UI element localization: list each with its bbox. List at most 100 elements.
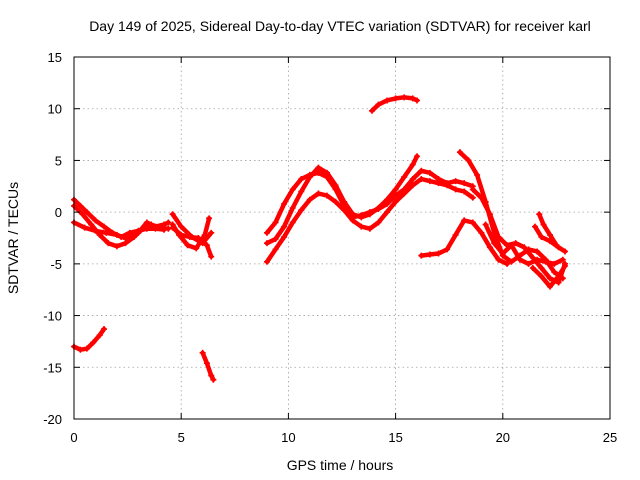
data-point <box>113 231 120 238</box>
data-point <box>332 182 339 189</box>
data-point <box>426 251 433 258</box>
data-point <box>101 326 108 333</box>
data-point <box>165 219 172 226</box>
data-point <box>452 178 459 185</box>
data-point <box>478 229 485 236</box>
data-point <box>366 211 373 218</box>
series-layer <box>71 94 568 383</box>
data-point <box>435 180 442 187</box>
data-point <box>418 176 425 183</box>
data-point <box>298 176 305 183</box>
data-point <box>199 240 206 247</box>
data-point <box>83 209 90 216</box>
data-point <box>208 253 215 260</box>
data-point <box>461 217 468 224</box>
data-point <box>165 225 172 232</box>
data-point <box>435 250 442 257</box>
data-point <box>561 262 568 269</box>
data-point <box>375 219 382 226</box>
data-point <box>452 231 459 238</box>
y-tick-label: 10 <box>48 102 62 117</box>
data-point <box>306 173 313 180</box>
data-point <box>418 252 425 259</box>
series-arc-16 <box>483 222 566 267</box>
data-point <box>203 242 210 249</box>
data-point <box>508 242 515 249</box>
data-point <box>289 219 296 226</box>
data-point <box>206 215 213 222</box>
data-point <box>90 339 97 346</box>
data-point <box>358 214 365 221</box>
data-point <box>461 180 468 187</box>
data-point <box>561 248 568 255</box>
x-tick-label: 25 <box>603 430 617 445</box>
data-point <box>369 107 376 114</box>
data-point <box>332 198 339 205</box>
data-point <box>184 242 191 249</box>
data-point <box>495 256 502 263</box>
data-point <box>465 157 472 164</box>
data-point <box>289 186 296 193</box>
data-point <box>414 97 421 104</box>
y-tick-label: -5 <box>50 257 62 272</box>
data-point <box>409 161 416 168</box>
data-point <box>516 256 523 263</box>
data-point <box>542 258 549 265</box>
data-point <box>409 182 416 189</box>
data-point <box>176 231 183 238</box>
data-point <box>124 236 131 243</box>
data-point <box>375 101 382 108</box>
data-point <box>512 240 519 247</box>
x-tick-label: 20 <box>496 430 510 445</box>
data-point <box>534 248 541 255</box>
data-point <box>469 219 476 226</box>
data-point <box>143 219 150 226</box>
data-point <box>384 196 391 203</box>
data-point <box>474 171 481 178</box>
data-point <box>289 205 296 212</box>
data-point <box>504 260 511 267</box>
data-point <box>538 273 545 280</box>
data-point <box>77 202 84 209</box>
data-point <box>341 198 348 205</box>
data-point <box>169 211 176 218</box>
data-point <box>263 258 270 265</box>
data-point <box>199 349 206 356</box>
data-point <box>263 229 270 236</box>
data-point <box>482 221 489 228</box>
tick-layer: 0 5 10 15 20 25 -20 -15 -10 -5 0 5 10 15 <box>43 50 617 445</box>
data-point <box>323 192 330 199</box>
data-point <box>531 223 538 230</box>
data-point <box>414 153 421 160</box>
data-point <box>263 240 270 247</box>
y-tick-label: -15 <box>43 360 62 375</box>
data-point <box>298 207 305 214</box>
data-point <box>375 205 382 212</box>
data-point <box>409 176 416 183</box>
y-tick-label: -20 <box>43 412 62 427</box>
data-point <box>193 245 200 252</box>
data-point <box>323 169 330 176</box>
data-point <box>96 332 103 339</box>
data-point <box>92 227 99 234</box>
data-point <box>135 229 142 236</box>
data-point <box>491 240 498 247</box>
data-point <box>103 229 110 236</box>
data-point <box>122 240 129 247</box>
data-point <box>210 376 217 383</box>
x-tick-label: 10 <box>281 430 295 445</box>
data-point <box>358 223 365 230</box>
x-tick-label: 15 <box>388 430 402 445</box>
data-point <box>392 95 399 102</box>
data-point <box>126 229 133 236</box>
data-point <box>83 345 90 352</box>
data-point <box>540 221 547 228</box>
data-point <box>409 95 416 102</box>
data-point <box>461 188 468 195</box>
data-point <box>478 194 485 201</box>
data-point <box>551 260 558 267</box>
data-point <box>536 211 543 218</box>
y-tick-label: 5 <box>55 153 62 168</box>
data-point <box>349 217 356 224</box>
